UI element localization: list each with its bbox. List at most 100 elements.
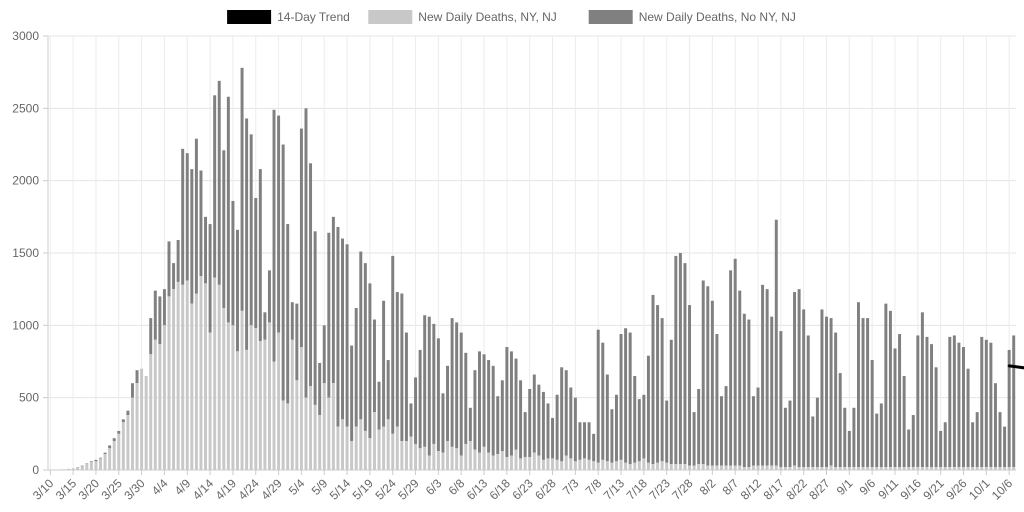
bar-ny-nj [350, 441, 354, 470]
bar-ny-nj [436, 451, 440, 470]
bar-no-ny-nj [519, 380, 523, 459]
bar-no-ny-nj [496, 396, 500, 455]
bar-ny-nj [409, 436, 413, 470]
bar-ny-nj [838, 467, 842, 470]
bar-ny-nj [76, 467, 80, 470]
bar-no-ny-nj [523, 412, 527, 457]
bar-no-ny-nj [487, 360, 491, 453]
bar-ny-nj [555, 459, 559, 470]
bar-ny-nj [528, 456, 532, 470]
bar-ny-nj [596, 462, 600, 470]
x-tick-label: 9/6 [857, 476, 879, 498]
bar-ny-nj [1007, 467, 1011, 470]
bar-no-ny-nj [400, 293, 404, 442]
bar-no-ny-nj [478, 351, 481, 453]
bar-no-ny-nj [765, 289, 769, 466]
bar-ny-nj [295, 380, 299, 470]
bar-no-ny-nj [578, 422, 582, 460]
bar-ny-nj [204, 283, 208, 470]
bar-ny-nj [989, 467, 993, 470]
bar-ny-nj [902, 467, 906, 470]
bar-ny-nj [861, 467, 865, 470]
bar-no-ny-nj [468, 407, 472, 442]
bar-ny-nj [925, 467, 929, 470]
bar-ny-nj [57, 469, 61, 470]
bar-no-ny-nj [633, 375, 637, 463]
legend-swatch[interactable] [227, 10, 272, 24]
x-tick-label: 8/22 [783, 476, 810, 503]
bar-no-ny-nj [427, 316, 431, 456]
bar-ny-nj [304, 397, 308, 470]
bar-ny-nj [117, 433, 121, 470]
bar-ny-nj [473, 449, 477, 470]
bar-no-ny-nj [249, 134, 253, 326]
bar-no-ny-nj [555, 394, 559, 460]
bar-ny-nj [706, 465, 710, 470]
bar-ny-nj [701, 464, 705, 470]
x-tick-label: 4/24 [235, 476, 262, 503]
x-tick-label: 3/25 [98, 476, 125, 503]
bar-no-ny-nj [605, 374, 609, 462]
bar-ny-nj [377, 429, 381, 470]
bar-ny-nj [879, 467, 883, 470]
bar-no-ny-nj [85, 463, 89, 465]
bar-ny-nj [751, 465, 755, 470]
bar-ny-nj [130, 397, 134, 470]
bar-ny-nj [911, 467, 915, 470]
bar-ny-nj [181, 284, 185, 470]
bar-no-ny-nj [793, 292, 797, 466]
x-tick-label: 3/15 [53, 476, 80, 503]
bar-no-ny-nj [135, 370, 139, 384]
x-tick-label: 4/4 [149, 476, 171, 498]
bar-no-ny-nj [130, 383, 134, 398]
bar-ny-nj [943, 467, 947, 470]
bar-no-ny-nj [80, 465, 84, 467]
bar-no-ny-nj [779, 331, 783, 468]
x-tick-label: 3/20 [76, 476, 103, 503]
bar-ny-nj [715, 465, 719, 470]
bar-ny-nj [756, 465, 760, 470]
bar-ny-nj [345, 426, 349, 470]
x-tick-label: 10/1 [966, 476, 993, 503]
bar-ny-nj [126, 415, 130, 470]
x-tick-label: 8/2 [697, 476, 719, 498]
bar-no-ny-nj [89, 461, 93, 463]
bar-no-ny-nj [952, 335, 956, 468]
bar-ny-nj [893, 467, 897, 470]
bar-ny-nj [916, 467, 920, 470]
x-tick-label: 6/23 [509, 476, 536, 503]
bar-ny-nj [934, 467, 938, 470]
bar-no-ny-nj [893, 348, 897, 468]
bar-ny-nj [688, 465, 692, 470]
bar-no-ny-nj [363, 263, 367, 431]
bar-ny-nj [363, 430, 367, 470]
bar-no-ny-nj [368, 283, 372, 439]
bar-no-ny-nj [213, 95, 217, 278]
bar-ny-nj [432, 443, 436, 470]
legend-label[interactable]: New Daily Deaths, NY, NJ [418, 10, 557, 24]
bar-ny-nj [724, 465, 728, 470]
bar-ny-nj [1003, 467, 1007, 470]
bar-no-ny-nj [404, 332, 408, 442]
bar-ny-nj [642, 458, 646, 470]
bar-ny-nj [560, 461, 564, 470]
bar-ny-nj [998, 467, 1002, 470]
bar-no-ny-nj [509, 351, 513, 456]
legend-swatch[interactable] [588, 10, 633, 24]
bar-ny-nj [984, 467, 988, 470]
bar-no-ny-nj [907, 429, 911, 468]
legend-swatch[interactable] [368, 10, 413, 24]
x-tick-label: 7/3 [560, 476, 582, 498]
bar-no-ny-nj [651, 294, 655, 465]
bar-no-ny-nj [537, 384, 541, 456]
bar-ny-nj [783, 467, 787, 470]
bar-no-ny-nj [436, 338, 440, 452]
bar-no-ny-nj [852, 407, 856, 468]
bar-no-ny-nj [975, 412, 979, 468]
bar-ny-nj [637, 461, 641, 470]
bar-ny-nj [573, 461, 577, 470]
legend-label[interactable]: 14-Day Trend [277, 10, 350, 24]
bar-ny-nj [610, 462, 614, 470]
legend-label[interactable]: New Daily Deaths, No NY, NJ [639, 10, 796, 24]
x-tick-label: 9/16 [898, 476, 925, 503]
